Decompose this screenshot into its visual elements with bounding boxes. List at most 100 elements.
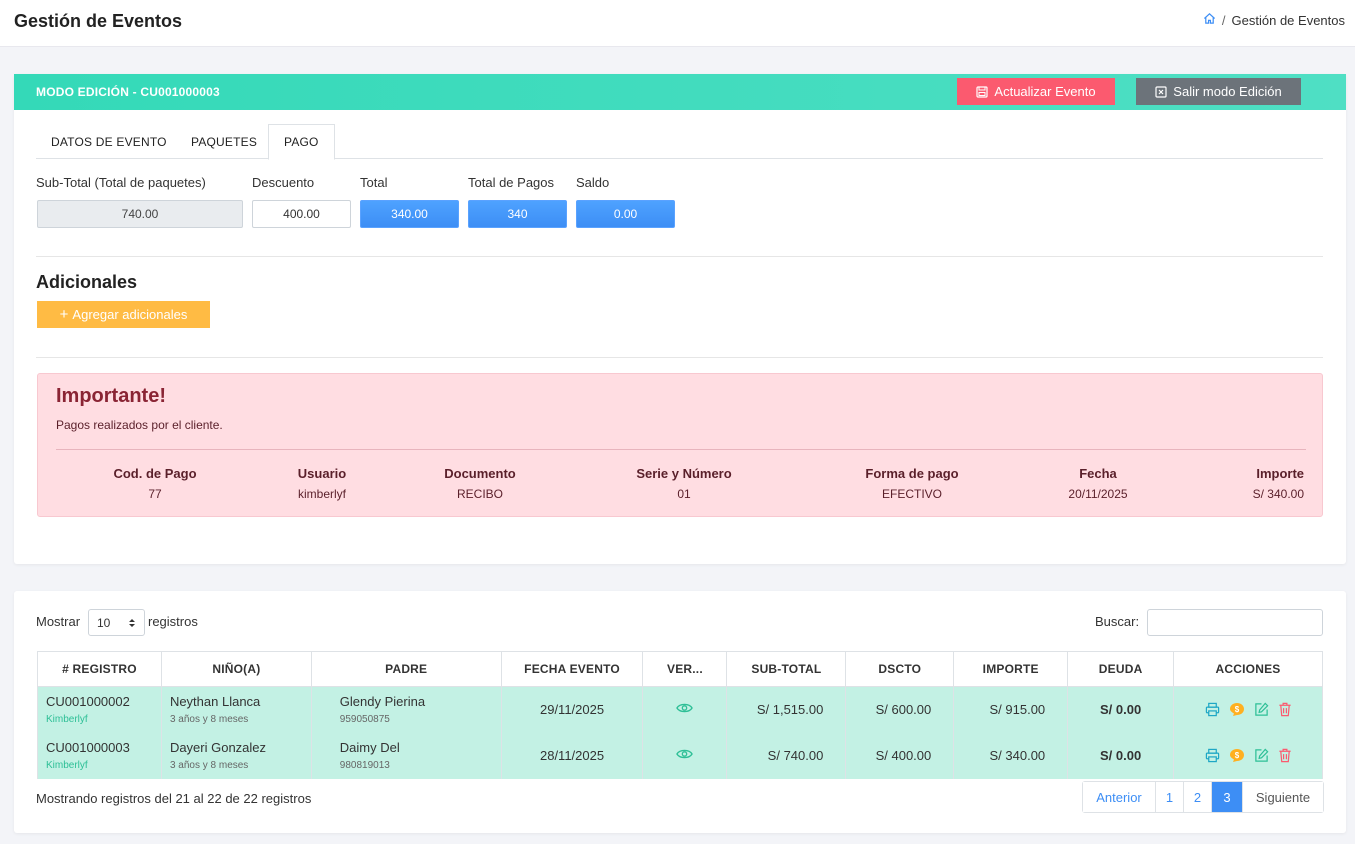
total-label: Total [360,175,388,190]
divider [36,256,1323,257]
alert-title: Importante! [56,385,166,407]
discount-cell: S/ 600.00 [845,686,955,733]
row-actions: $ [1174,702,1322,717]
coin-icon[interactable]: $ [1229,748,1245,763]
subtotal-cell: S/ 1,515.00 [726,686,847,733]
exit-edit-button[interactable]: Salir modo Edición [1136,78,1301,105]
tab-paquetes[interactable]: PAQUETES [191,134,258,149]
event-date: 29/11/2025 [500,686,644,733]
col-registro[interactable]: # REGISTRO [37,651,162,687]
coin-icon[interactable]: $ [1229,702,1245,717]
page-size-select[interactable]: 10 [88,609,145,636]
total-field: 340.00 [360,200,459,228]
prev-page-button[interactable]: Anterior [1083,782,1156,812]
child-name: Neythan Llanca [169,694,261,710]
amount-cell: S/ 340.00 [953,732,1069,779]
plus-icon: + [59,306,69,323]
debt-cell: S/ 0.00 [1067,686,1175,733]
page-title: Gestión de Eventos [14,11,183,31]
pay-col-user: Usuario [297,466,347,481]
pay-col-amount: Importe [1256,466,1304,481]
add-extras-label: Agregar adicionales [72,307,188,322]
subtotal-cell: S/ 740.00 [726,732,847,779]
tab-datos-evento[interactable]: DATOS DE EVENTO [51,134,167,149]
row-actions: $ [1174,748,1322,763]
tab-bar: DATOS DE EVENTO PAQUETES PAGO [36,124,1323,160]
child-age: 3 años y 8 meses [169,760,249,771]
balance-field: 0.00 [576,200,675,228]
pay-document-value: RECIBO [456,487,503,501]
payments-field: 340 [468,200,567,228]
parent-name: Daimy Del [339,740,400,755]
pay-amount-value: S/ 340.00 [1252,487,1304,501]
col-subtotal[interactable]: SUB-TOTAL [726,651,847,687]
next-page-button[interactable]: Siguiente [1243,782,1323,812]
home-icon[interactable] [1203,12,1216,28]
discount-cell: S/ 400.00 [845,732,955,779]
page-3-button[interactable]: 3 [1212,782,1243,812]
discount-field[interactable]: 400.00 [252,200,351,228]
svg-text:$: $ [1234,751,1239,760]
add-extras-button[interactable]: + Agregar adicionales [37,301,210,328]
payments-alert: Importante! Pagos realizados por el clie… [37,373,1323,517]
trash-icon[interactable] [1278,748,1292,763]
save-icon [976,85,989,98]
col-ver[interactable]: VER... [642,651,728,687]
col-fecha[interactable]: FECHA EVENTO [500,651,644,687]
eye-icon[interactable] [676,702,694,714]
divider [36,357,1323,358]
breadcrumb: / Gestión de Eventos [1203,12,1345,28]
trash-icon[interactable] [1278,702,1292,717]
records-label: registros [148,614,198,629]
page-1-button[interactable]: 1 [1156,782,1184,812]
subtotal-label: Sub-Total (Total de paquetes) [36,175,206,190]
alert-divider [56,449,1306,450]
table-info: Mostrando registros del 21 al 22 de 22 r… [36,791,312,806]
child-name: Dayeri Gonzalez [169,740,267,755]
update-event-button[interactable]: Actualizar Evento [957,78,1115,105]
table-row: CU001000003 Kimberlyf Dayeri Gonzalez 3 … [37,732,1323,779]
pay-series-value: 01 [677,487,691,501]
page-2-button[interactable]: 2 [1184,782,1212,812]
parent-name: Glendy Pierina [339,694,426,710]
events-table: # REGISTRO NIÑO(A) PADRE FECHA EVENTO VE… [37,651,1323,779]
pagination: Anterior 1 2 3 Siguiente [1082,781,1324,813]
event-edit-card: MODO EDICIÓN - CU001000003 Actualizar Ev… [14,74,1346,564]
pay-col-document: Documento [444,466,516,481]
tab-pago[interactable]: PAGO [268,124,335,160]
edit-mode-title: MODO EDICIÓN - CU001000003 [36,85,220,99]
registro-user: Kimberlyf [46,714,88,726]
col-nino[interactable]: NIÑO(A) [160,651,312,687]
pay-col-code: Cod. de Pago [113,466,197,481]
pay-col-date: Fecha [1079,466,1117,481]
subtotal-field: 740.00 [37,200,243,228]
col-deuda[interactable]: DEUDA [1067,651,1175,687]
table-header-row: # REGISTRO NIÑO(A) PADRE FECHA EVENTO VE… [37,651,1323,687]
update-event-label: Actualizar Evento [994,84,1096,99]
printer-icon[interactable] [1205,748,1220,763]
event-date: 28/11/2025 [500,732,644,779]
pay-col-series: Serie y Número [636,466,732,481]
eye-icon[interactable] [676,748,694,760]
table-row: CU001000002 Kimberlyf Neythan Llanca 3 a… [37,686,1323,733]
discount-label: Descuento [252,175,315,190]
registro-user: Kimberlyf [46,760,88,771]
edit-mode-bar: MODO EDICIÓN - CU001000003 Actualizar Ev… [14,74,1346,110]
top-bar: Gestión de Eventos / Gestión de Eventos [0,0,1355,47]
extras-title: Adicionales [36,272,138,292]
col-padre[interactable]: PADRE [310,651,502,687]
registro-code: CU001000003 [46,740,130,755]
amount-cell: S/ 915.00 [953,686,1069,733]
col-dscto[interactable]: DSCTO [845,651,955,687]
edit-icon[interactable] [1254,748,1269,763]
search-input[interactable] [1147,609,1323,636]
pay-code-value: 77 [148,487,162,501]
svg-text:$: $ [1234,705,1239,714]
child-age: 3 años y 8 meses [169,714,249,726]
records-card: Mostrar 10 registros Buscar: # REGISTRO … [14,591,1346,833]
edit-icon[interactable] [1254,702,1269,717]
close-square-icon [1155,85,1167,98]
breadcrumb-current: Gestión de Eventos [1231,12,1345,28]
col-importe[interactable]: IMPORTE [953,651,1069,687]
printer-icon[interactable] [1205,702,1220,717]
